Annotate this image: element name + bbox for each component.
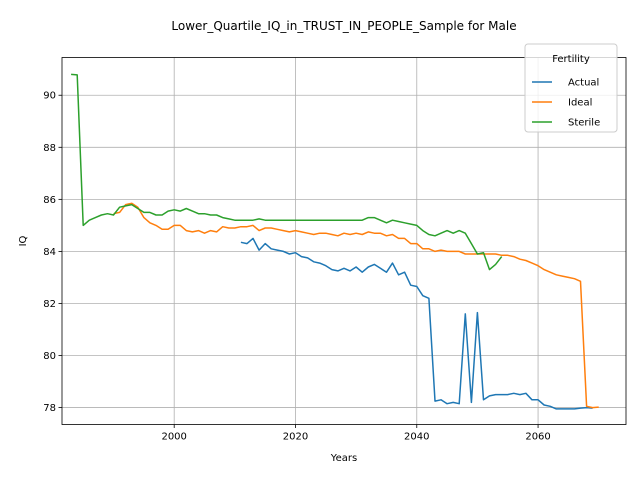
- series-line-ideal: [113, 202, 599, 409]
- x-axis-label: Years: [330, 453, 357, 464]
- y-tick-label: 80: [43, 351, 56, 362]
- y-tick-label: 84: [43, 247, 56, 258]
- legend-label-actual: Actual: [568, 78, 599, 89]
- legend-box: [524, 43, 618, 133]
- y-tick-label: 82: [43, 299, 56, 310]
- x-tick-label: 2060: [525, 432, 550, 443]
- y-tick-label: 90: [43, 91, 56, 102]
- y-axis-label: IQ: [18, 235, 29, 246]
- chart-title: Lower_Quartile_IQ_in_TRUST_IN_PEOPLE_Sam…: [171, 19, 516, 33]
- plot-frame: [61, 57, 627, 425]
- x-axis-ticks: 2000 2020 2040 2060: [161, 424, 551, 443]
- series-lines: [71, 73, 599, 410]
- y-tick-label: 78: [43, 403, 56, 414]
- x-tick-label: 2020: [283, 432, 308, 443]
- y-tick-label: 88: [43, 143, 56, 154]
- legend-label-ideal: Ideal: [568, 98, 592, 109]
- x-tick-label: 2040: [404, 432, 429, 443]
- series-line-actual: [240, 237, 593, 410]
- x-tick-label: 2000: [161, 432, 186, 443]
- legend-label-sterile: Sterile: [568, 118, 600, 129]
- series-line-sterile: [71, 73, 503, 271]
- y-tick-label: 86: [43, 195, 56, 206]
- legend: Fertility Actual Ideal Sterile: [524, 43, 618, 133]
- y-axis-ticks: 78 80 82 84 86 88 90: [43, 91, 62, 414]
- legend-title: Fertility: [552, 54, 590, 65]
